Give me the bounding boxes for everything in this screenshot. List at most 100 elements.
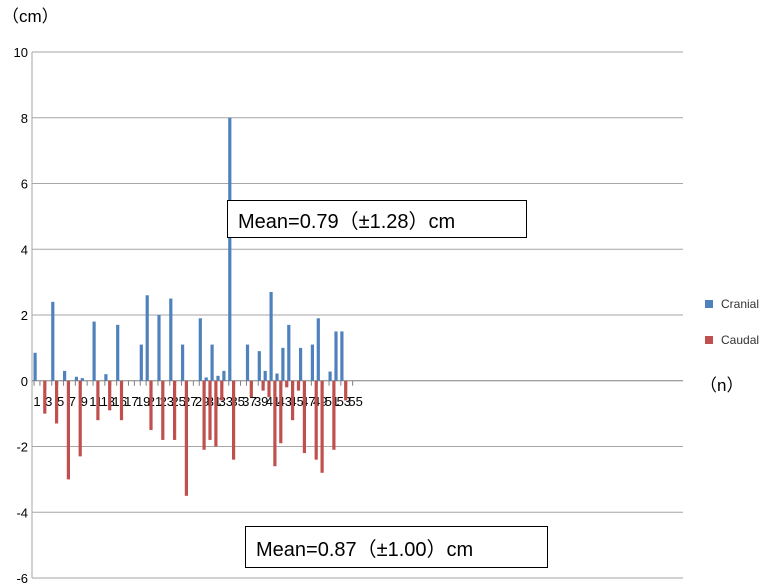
bar-caudal [161,380,165,440]
bar-cranial [257,351,261,381]
bar-caudal [314,380,318,460]
bar-cranial [287,324,291,381]
bar-caudal [267,380,271,398]
y-tick-label: 6 [21,177,28,192]
bar-caudal [184,380,188,496]
cranial-mean-annotation: Mean=0.79（±1.28）cm [227,200,527,238]
legend-item-cranial: Cranial [705,297,759,311]
bar-caudal [261,380,265,391]
bar-cranial [204,377,208,381]
bar-caudal [43,380,47,414]
bar-cranial [210,344,214,381]
bar-caudal [55,380,59,424]
bar-cranial [340,331,344,381]
bar-cranial [33,352,37,381]
bar-caudal [66,380,70,480]
bar-cranial [74,376,78,381]
bar-cranial [51,301,55,381]
x-tick-label: 15 [112,394,126,409]
caudal-mean-annotation: Mean=0.87（±1.00）cm [245,526,548,568]
bar-caudal [208,380,212,440]
x-tick-label: 55 [348,394,362,409]
bar-caudal [273,380,277,467]
bar-cranial [275,373,279,381]
bar-cranial [263,370,267,381]
bar-caudal [296,380,301,391]
bar-cranial [104,374,108,381]
y-tick-label: 0 [21,374,28,389]
x-axis-unit-label: （n） [700,376,744,395]
legend: Cranial Caudal [705,297,759,369]
bar-caudal [320,380,324,473]
bar-caudal [344,380,348,401]
bar-cranial [269,291,273,381]
bars [33,117,348,496]
bar-cranial [145,295,149,381]
bar-caudal [108,380,112,411]
x-tick-label: 1 [33,394,40,409]
x-tick-label: 41 [266,394,280,409]
bar-cranial [216,375,220,381]
bar-cranial [181,344,185,381]
bar-cranial [316,318,320,381]
bar-cranial [116,324,120,381]
x-tick-label: 53 [337,394,351,409]
bar-caudal [119,380,124,421]
bar-caudal [96,380,100,421]
legend-label-cranial: Cranial [721,297,760,311]
bar-caudal [232,380,236,460]
y-axis-unit-label: （cm） [2,7,59,26]
gridlines [32,51,683,579]
bar-caudal [78,380,82,457]
bar-cranial [92,321,96,381]
x-tick-label: 5 [57,394,64,409]
y-tick-label: -4 [16,505,28,520]
bar-caudal [202,380,206,450]
bar-cranial [169,298,173,381]
bar-caudal [291,380,295,421]
bar-caudal [285,380,289,388]
bar-cranial [222,370,226,381]
x-tick-label: 51 [325,394,339,409]
bar-cranial [328,371,332,381]
bar-caudal [302,380,306,454]
x-tick-label: 39 [254,394,268,409]
legend-item-caudal: Caudal [705,333,759,347]
bar-caudal [249,380,253,398]
bar-cranial [281,347,285,381]
x-tick-label: 29 [195,394,209,409]
bar-cranial [63,370,67,381]
x-tick-label: 7 [69,394,76,409]
bar-caudal [149,380,153,431]
legend-swatch-caudal [705,336,713,344]
x-tick-label: 37 [242,394,256,409]
bar-cranial [334,331,338,381]
y-tick-label: 2 [21,308,28,323]
legend-swatch-cranial [705,300,713,308]
x-tick-label: 17 [124,394,138,409]
bar-cranial [198,318,202,381]
x-tick-label: 9 [81,394,88,409]
bar-cranial [299,347,303,381]
bar-cranial [228,117,232,381]
bar-cranial [139,344,143,381]
x-tick-label: 19 [136,394,150,409]
bar-cranial [157,315,161,381]
y-tick-label: 8 [21,111,28,126]
y-tick-label: -2 [16,440,28,455]
bar-caudal [173,380,177,440]
y-tick-label: 10 [14,45,28,60]
bar-caudal [220,380,224,401]
bar-caudal [214,380,218,447]
bar-caudal [279,380,283,444]
bar-cranial [80,378,84,381]
y-tick-label: 4 [21,242,28,257]
bar-cranial [310,344,314,381]
x-tick-label: 3 [45,394,52,409]
bar-cranial [245,344,250,381]
legend-label-caudal: Caudal [721,333,760,347]
y-tick-label: -6 [16,571,28,586]
x-tick-label: 13 [101,394,115,409]
bar-caudal [332,380,336,450]
